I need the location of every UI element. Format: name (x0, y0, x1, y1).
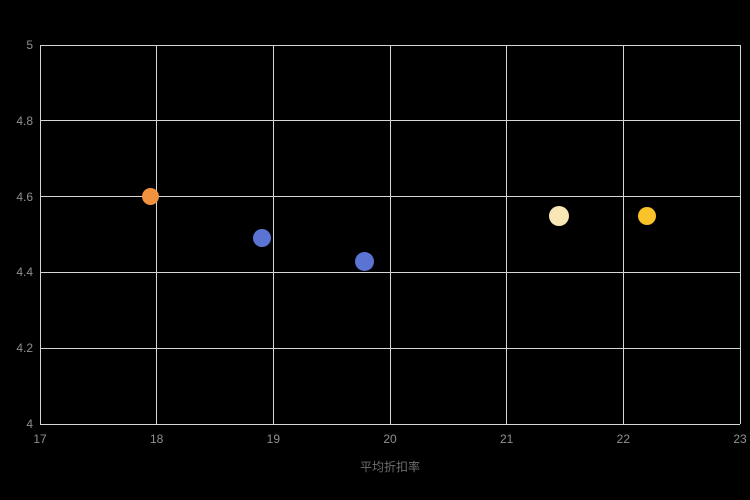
scatter-point (549, 205, 570, 226)
y-tick-label: 4.8 (16, 113, 33, 128)
x-axis-title: 平均折扣率 (359, 460, 420, 474)
gridline-horizontal (40, 347, 740, 349)
y-tick-label: 4 (26, 417, 33, 431)
gridline-vertical (739, 45, 741, 424)
y-tick-label: 5 (26, 38, 33, 52)
gridline-vertical (272, 45, 274, 424)
gridline-horizontal (40, 423, 740, 425)
scatter-point (354, 251, 374, 271)
plot-area (39, 44, 741, 425)
gridline-vertical (156, 45, 158, 424)
x-tick-label: 21 (499, 432, 514, 446)
x-tick-label: 20 (383, 432, 397, 446)
gridline-vertical (506, 45, 508, 424)
gridline-horizontal (40, 44, 740, 46)
scatter-point (142, 188, 160, 206)
gridline-vertical (389, 45, 391, 424)
gridline-horizontal (40, 271, 740, 273)
x-tick-label: 19 (266, 432, 281, 446)
gridline-vertical (39, 45, 41, 424)
y-tick-label: 4.6 (16, 189, 33, 204)
x-tick-label: 18 (149, 432, 164, 446)
y-tick-label: 4.4 (16, 265, 33, 280)
x-tick-label: 23 (733, 432, 747, 446)
x-tick-label: 22 (616, 432, 631, 446)
gridline-horizontal (40, 120, 740, 122)
y-tick-label: 4.2 (16, 341, 33, 356)
scatter-point (637, 206, 656, 225)
gridline-horizontal (40, 196, 740, 198)
x-tick-label: 17 (33, 432, 47, 446)
gridline-vertical (622, 45, 624, 424)
scatter-point (252, 229, 271, 248)
